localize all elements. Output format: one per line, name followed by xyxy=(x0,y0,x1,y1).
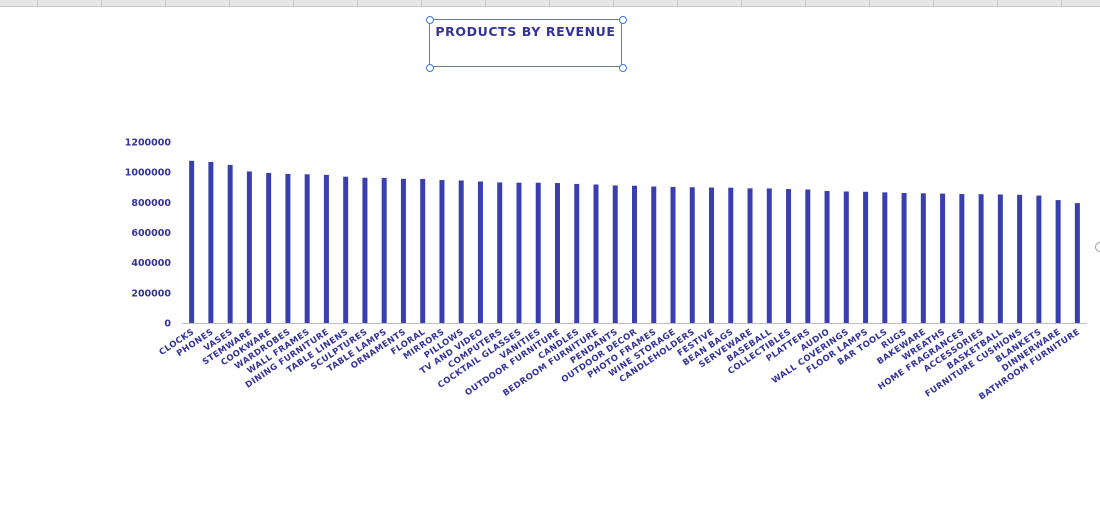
bar[interactable] xyxy=(728,187,734,323)
resize-handle-top-right[interactable] xyxy=(619,16,627,24)
chart-title-box[interactable]: PRODUCTS BY REVENUE xyxy=(429,19,622,67)
column-header-cell[interactable] xyxy=(38,0,102,6)
bar[interactable] xyxy=(420,178,426,323)
bar[interactable] xyxy=(362,177,368,323)
bar[interactable] xyxy=(651,186,657,324)
bar[interactable] xyxy=(843,191,849,323)
column-header-cell[interactable] xyxy=(998,0,1062,6)
bar[interactable] xyxy=(323,174,329,323)
bar[interactable] xyxy=(381,177,387,323)
bar[interactable] xyxy=(1055,200,1061,323)
bar[interactable] xyxy=(920,193,926,323)
bar[interactable] xyxy=(805,189,811,323)
bar[interactable] xyxy=(1074,203,1080,323)
bar[interactable] xyxy=(978,194,984,323)
column-header-cell[interactable] xyxy=(102,0,166,6)
bar[interactable] xyxy=(266,172,272,323)
column-header-cell[interactable] xyxy=(550,0,614,6)
bar[interactable] xyxy=(189,160,195,323)
column-header-cell[interactable] xyxy=(166,0,230,6)
spreadsheet-column-header xyxy=(0,0,1100,7)
bar[interactable] xyxy=(709,187,715,323)
y-tick-label: 200000 xyxy=(131,288,171,299)
y-tick-label: 600000 xyxy=(131,228,171,239)
column-header-cell[interactable] xyxy=(870,0,934,6)
column-header-cell[interactable] xyxy=(486,0,550,6)
bar[interactable] xyxy=(246,171,252,323)
resize-handle-bottom-right[interactable] xyxy=(619,64,627,72)
bar[interactable] xyxy=(343,176,349,323)
bar[interactable] xyxy=(304,174,310,323)
bar[interactable] xyxy=(516,182,522,323)
bar[interactable] xyxy=(1036,195,1042,323)
bar[interactable] xyxy=(689,187,695,323)
bar[interactable] xyxy=(940,193,946,323)
bar[interactable] xyxy=(766,188,772,323)
bar[interactable] xyxy=(670,186,676,323)
bar[interactable] xyxy=(227,164,233,323)
bar[interactable] xyxy=(882,192,888,323)
bar[interactable] xyxy=(400,178,406,323)
column-header-cell[interactable] xyxy=(614,0,678,6)
bar[interactable] xyxy=(554,183,560,323)
y-tick-label: 1000000 xyxy=(125,168,172,179)
bar[interactable] xyxy=(612,185,618,323)
column-header-cell[interactable] xyxy=(806,0,870,6)
bar[interactable] xyxy=(863,191,869,323)
column-header-cell[interactable] xyxy=(294,0,358,6)
bar[interactable] xyxy=(632,185,637,323)
bar[interactable] xyxy=(208,161,214,323)
bar[interactable] xyxy=(574,183,580,323)
resize-handle-top-left[interactable] xyxy=(426,16,434,24)
chart-area-resize-handle[interactable] xyxy=(1095,242,1100,252)
column-header-cell[interactable] xyxy=(230,0,294,6)
column-header-cell[interactable] xyxy=(742,0,806,6)
resize-handle-bottom-left[interactable] xyxy=(426,64,434,72)
bar[interactable] xyxy=(901,192,907,323)
bar[interactable] xyxy=(786,189,792,323)
column-header-cell[interactable] xyxy=(422,0,486,6)
bar[interactable] xyxy=(477,181,483,323)
y-tick-label: 400000 xyxy=(131,258,171,269)
y-tick-label: 1200000 xyxy=(125,138,172,149)
y-tick-label: 0 xyxy=(164,319,171,330)
column-header-cell[interactable] xyxy=(358,0,422,6)
bar[interactable] xyxy=(497,182,503,323)
bar[interactable] xyxy=(959,194,965,323)
bar[interactable] xyxy=(824,191,830,323)
bar[interactable] xyxy=(439,180,445,323)
bar[interactable] xyxy=(997,194,1003,323)
bar[interactable] xyxy=(535,182,541,323)
column-header-cell[interactable] xyxy=(678,0,742,6)
bar[interactable] xyxy=(747,188,753,323)
bar[interactable] xyxy=(1017,194,1023,323)
bar[interactable] xyxy=(593,184,599,323)
chart-title: PRODUCTS BY REVENUE xyxy=(435,24,616,39)
column-header-cell[interactable] xyxy=(0,0,38,6)
y-tick-label: 800000 xyxy=(131,198,171,209)
bar[interactable] xyxy=(285,173,291,323)
column-header-cell[interactable] xyxy=(934,0,998,6)
bar[interactable] xyxy=(458,180,464,323)
